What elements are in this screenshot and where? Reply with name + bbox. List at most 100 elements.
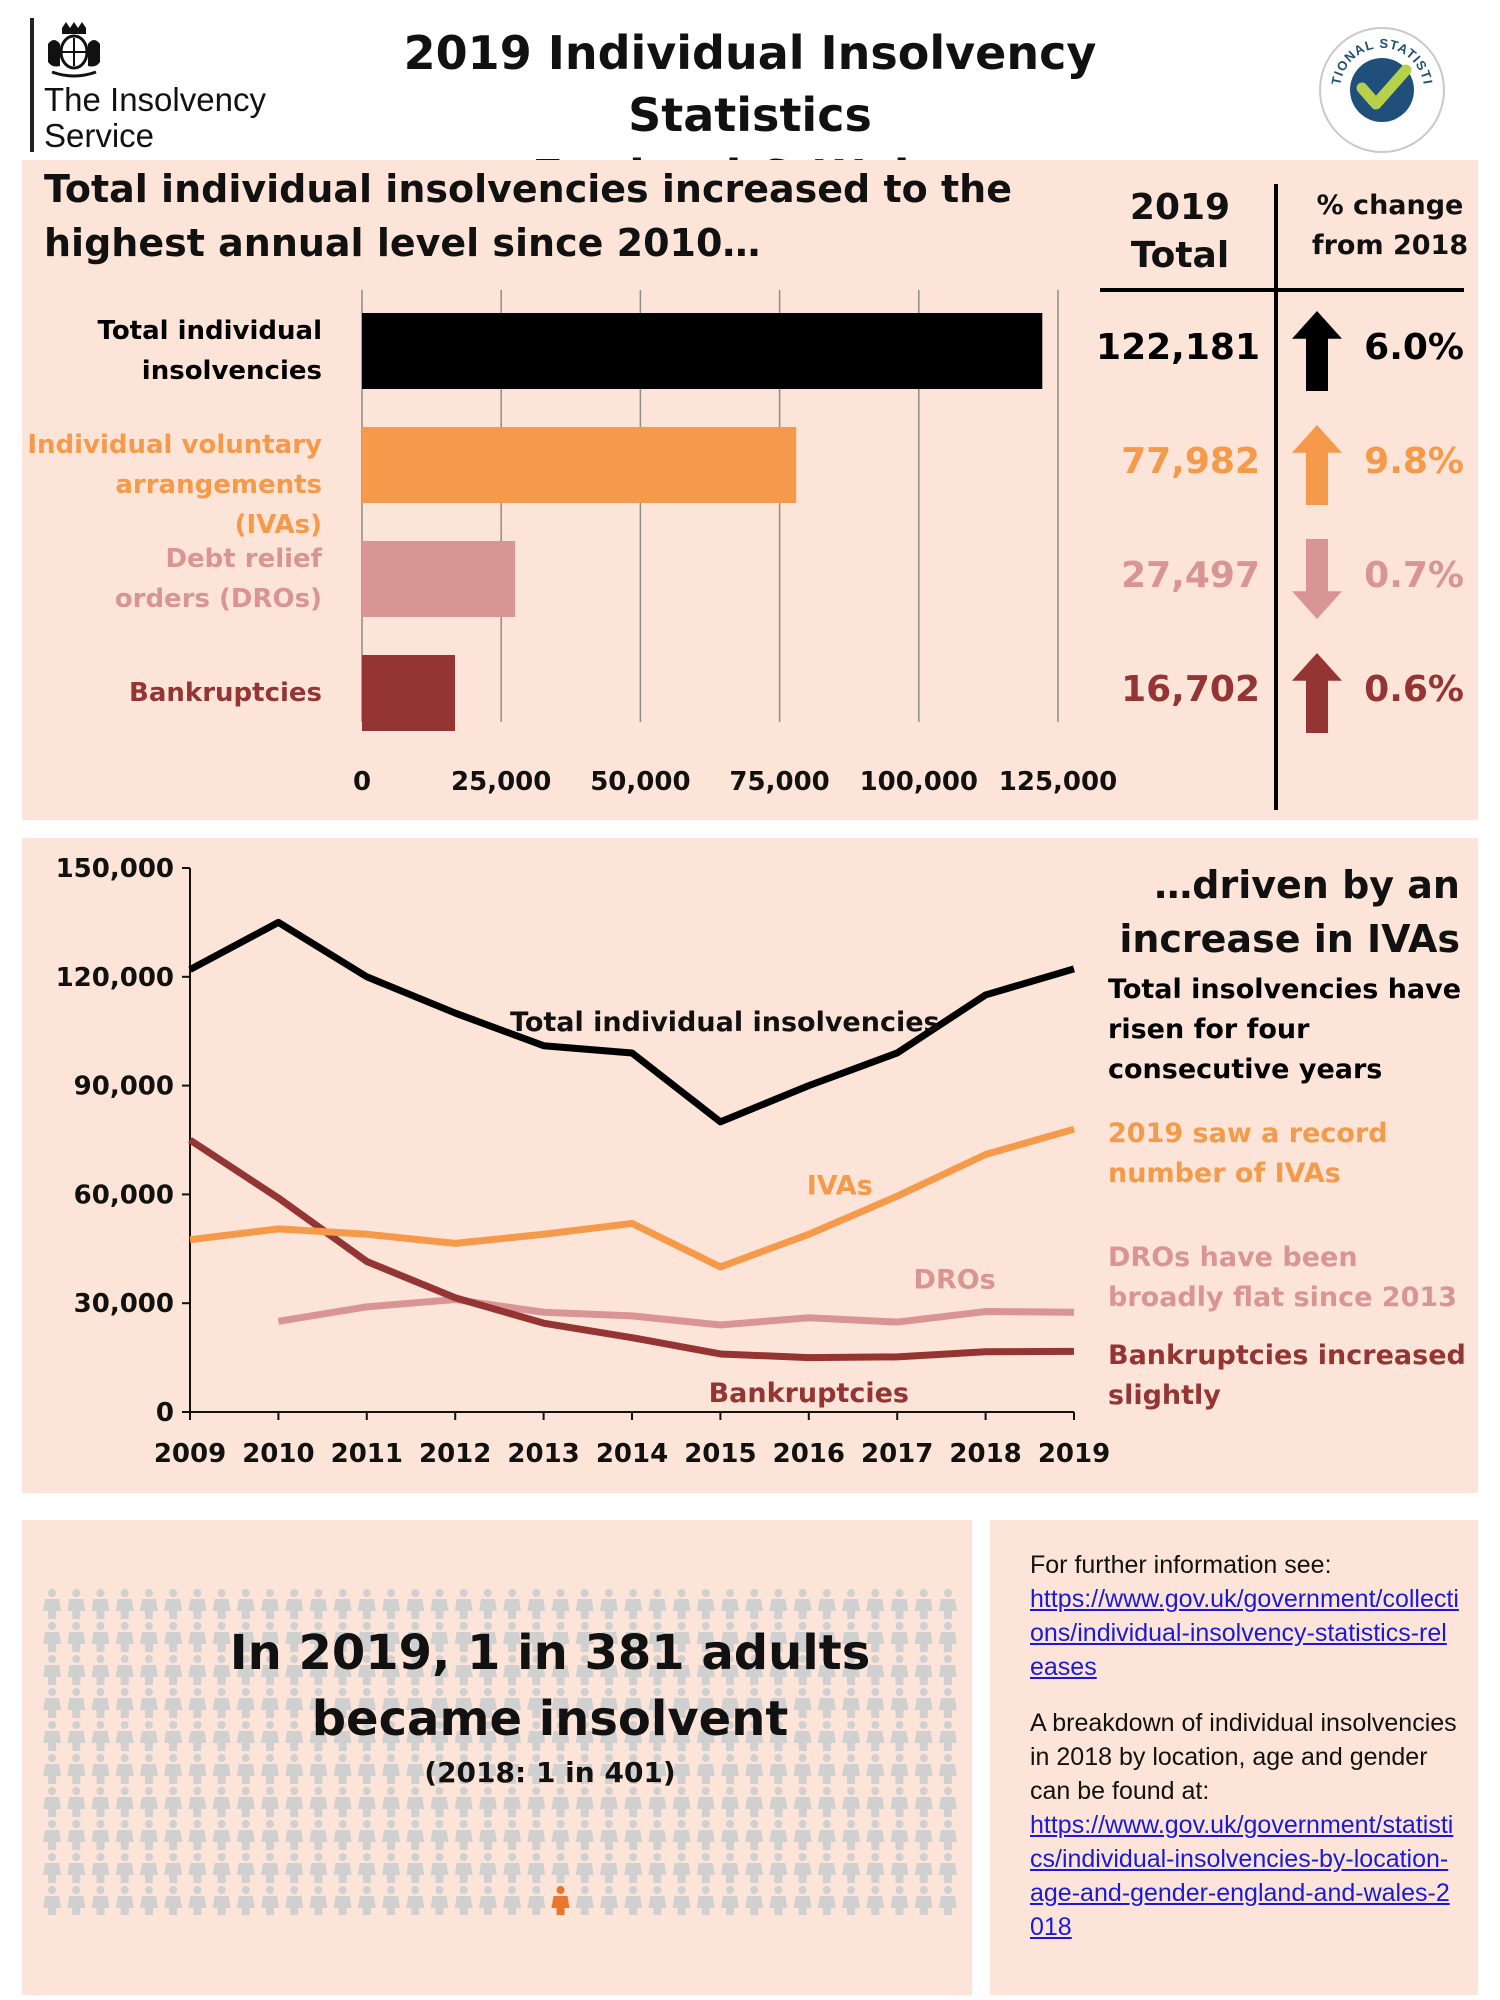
note-bankruptcy: Bankruptcies increased slightly [1108,1340,1466,1411]
person-icon [406,1589,425,1619]
person-icon [382,1655,401,1685]
person-icon [551,1721,570,1751]
person-icon [648,1754,667,1784]
person-icon [478,1655,497,1685]
person-icon [43,1787,62,1817]
person-icon [817,1886,836,1915]
person-icon [696,1655,715,1685]
person-icon [43,1655,62,1685]
person-icon [454,1754,473,1784]
person-icon [164,1688,183,1718]
x-tick-label: 2012 [419,1439,491,1469]
person-icon [430,1721,449,1751]
person-icon [357,1655,376,1685]
person-icon [285,1688,304,1718]
person-icon [575,1655,594,1685]
arrow-up-icon [1292,311,1342,391]
person-icon [261,1787,279,1817]
person-icon [624,1886,643,1915]
person-icon [551,1622,570,1652]
person-icon [842,1886,861,1915]
person-icon [866,1820,885,1850]
rate-line-2: became insolvent [311,1691,789,1747]
bar-label-line-2: orders (DROs) [114,584,322,614]
collections-link[interactable]: https://www.gov.uk/government/collection… [1030,1585,1459,1681]
person-icon [115,1655,134,1685]
x-tick-label: 25,000 [451,767,551,797]
change-value: 0.7% [1364,555,1464,596]
person-icon [624,1754,643,1784]
person-icon [599,1589,618,1619]
people-pictogram [43,1589,957,1915]
person-icon [478,1589,497,1619]
person-icon [527,1853,546,1883]
person-icon [164,1589,183,1619]
bar-label-line-2: arrangements (IVAs) [115,470,322,540]
note-total: Total insolvencies have risen for four c… [1108,974,1462,1085]
person-icon [236,1820,255,1850]
person-icon [793,1820,812,1850]
person-icon [599,1688,618,1718]
person-icon [696,1589,715,1619]
person-icon [745,1589,764,1619]
person-icon [696,1853,715,1883]
logo-divider [30,18,34,152]
person-icon [938,1655,957,1685]
person-icon [527,1589,546,1619]
x-tick-label: 2013 [507,1439,579,1469]
bar-label-line-2: insolvencies [141,356,322,386]
person-icon [866,1787,885,1817]
x-tick-label: 2011 [331,1439,403,1469]
breakdown-link[interactable]: https://www.gov.uk/government/statistics… [1030,1811,1454,1941]
person-icon [285,1754,304,1784]
person-icon [261,1622,279,1652]
person-icon [769,1853,788,1883]
person-icon [648,1721,667,1751]
person-icon [914,1721,933,1751]
person-icon [696,1688,715,1718]
person-icon [866,1688,885,1718]
total-value: 27,497 [1121,555,1260,596]
person-icon [648,1820,667,1850]
person-icon [139,1787,158,1817]
change-value: 9.8% [1364,441,1464,482]
person-icon [503,1853,522,1883]
trend-heading-line-2: increase in IVAs [1119,917,1460,961]
person-icon [866,1589,885,1619]
person-icon [236,1787,255,1817]
person-icon [139,1688,158,1718]
insolvency-rate-statement: In 2019, 1 in 381 adults became insolven… [200,1620,900,1752]
person-icon [914,1787,933,1817]
y-tick-label: 150,000 [56,854,174,884]
person-icon [696,1754,715,1784]
person-icon [188,1589,207,1619]
person-icon [357,1721,376,1751]
person-icon [672,1754,691,1784]
person-icon [139,1622,158,1652]
person-icon [769,1787,788,1817]
person-icon [745,1886,764,1915]
person-icon [188,1688,207,1718]
person-icon [866,1853,885,1883]
person-icon [793,1787,812,1817]
summary-heading: Total individual insolvencies increased … [44,167,1012,265]
person-icon [769,1721,788,1751]
person-icon [212,1688,231,1718]
x-tick-label: 50,000 [590,767,690,797]
person-icon [164,1655,183,1685]
person-icon [454,1886,473,1915]
person-icon [551,1820,570,1850]
bar-label: Debt relief orders (DROs) [22,539,322,619]
y-tick-label: 90,000 [74,1072,174,1102]
person-icon [551,1589,570,1619]
person-icon [842,1589,861,1619]
person-icon [648,1589,667,1619]
person-icon [139,1721,158,1751]
person-icon [309,1589,328,1619]
person-icon [696,1886,715,1915]
person-icon [382,1688,401,1718]
person-icon [188,1721,207,1751]
person-icon [285,1853,304,1883]
person-icon [212,1787,231,1817]
person-icon [527,1688,546,1718]
